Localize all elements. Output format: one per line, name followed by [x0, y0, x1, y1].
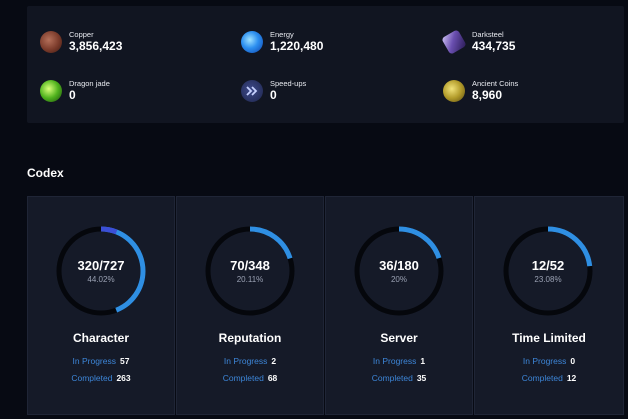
completed-value: 35 — [416, 373, 427, 383]
codex-count: 36/180 — [379, 257, 419, 273]
codex-percent: 44.02% — [87, 274, 115, 284]
in-progress-label: In Progress — [522, 356, 567, 366]
progress-arc — [354, 226, 444, 316]
resource-value: 1,220,480 — [270, 39, 324, 53]
codex-card-server[interactable]: 36/180 20% Server In Progress 1 Completed… — [325, 196, 473, 415]
codex-percent: 20.11% — [236, 274, 264, 284]
resource-name: Speed-ups — [270, 79, 307, 88]
resource-name: Energy — [270, 30, 294, 39]
progress-arc — [503, 226, 593, 316]
completed-value: 68 — [267, 373, 278, 383]
resource-copper: Copper 3,856,423 — [40, 30, 122, 53]
in-progress-value: 57 — [120, 356, 130, 366]
completed-row: Completed 68 — [177, 373, 323, 383]
resource-dragon-jade: Dragon jade 0 — [40, 79, 110, 102]
resource-ancient-coins: Ancient Coins 8,960 — [443, 79, 518, 102]
codex-card-reputation[interactable]: 70/348 20.11% Reputation In Progress 2 Co… — [176, 196, 324, 415]
completed-value: 263 — [116, 373, 131, 383]
resource-value: 8,960 — [472, 88, 503, 102]
codex-percent: 20% — [390, 274, 407, 284]
codex-heading: Codex — [27, 166, 64, 180]
completed-label: Completed — [521, 373, 563, 383]
in-progress-row: In Progress 57 — [28, 356, 174, 366]
speed-ups-icon — [241, 79, 263, 102]
darksteel-icon — [441, 28, 467, 55]
resource-energy: Energy 1,220,480 — [241, 30, 323, 53]
completed-label: Completed — [222, 373, 264, 383]
resource-value: 3,856,423 — [69, 39, 123, 53]
codex-card-time-limited[interactable]: 12/52 23.08% Time Limited In Progress 0 C… — [474, 196, 624, 415]
resource-darksteel: Darksteel 434,735 — [441, 28, 516, 55]
progress-ring — [354, 226, 444, 316]
in-progress-value: 2 — [271, 356, 277, 366]
codex-count: 12/52 — [531, 257, 565, 273]
codex-card-title: Reputation — [218, 331, 282, 345]
codex-card-title: Server — [380, 331, 418, 345]
resource-name: Ancient Coins — [472, 79, 519, 88]
in-progress-label: In Progress — [372, 356, 417, 366]
dragon-jade-icon — [40, 79, 62, 102]
completed-row: Completed 263 — [28, 373, 174, 383]
codex-percent: 23.08% — [534, 274, 562, 284]
codex-count: 320/727 — [77, 257, 125, 273]
codex-count: 70/348 — [230, 257, 270, 273]
in-progress-row: In Progress 0 — [475, 356, 623, 366]
progress-arc-start — [56, 226, 146, 316]
resource-name: Darksteel — [472, 30, 504, 39]
resource-value: 0 — [270, 88, 277, 102]
codex-grid: 320/727 44.02% Character In Progress 57 C… — [27, 196, 624, 415]
completed-row: Completed 12 — [475, 373, 623, 383]
resource-name: Copper — [69, 30, 94, 39]
completed-label: Completed — [71, 373, 113, 383]
codex-card-title: Character — [72, 331, 130, 345]
completed-value: 12 — [566, 373, 577, 383]
in-progress-value: 1 — [420, 356, 426, 366]
resource-speed-ups: Speed-ups 0 — [241, 79, 306, 102]
in-progress-row: In Progress 2 — [177, 356, 323, 366]
progress-arc — [205, 226, 295, 316]
copper-icon — [40, 30, 62, 53]
ancient-coins-icon — [443, 79, 465, 102]
in-progress-value: 0 — [570, 356, 576, 366]
resource-name: Dragon jade — [69, 79, 110, 88]
codex-card-title: Time Limited — [512, 331, 586, 345]
codex-card-character[interactable]: 320/727 44.02% Character In Progress 57 C… — [27, 196, 175, 415]
resources-panel: Copper 3,856,423 Energy 1,220,480 Darkst… — [27, 6, 624, 123]
completed-label: Completed — [371, 373, 413, 383]
energy-icon — [241, 30, 263, 53]
resource-value: 0 — [69, 88, 76, 102]
completed-row: Completed 35 — [326, 373, 472, 383]
resource-value: 434,735 — [472, 39, 516, 53]
progress-ring — [503, 226, 593, 316]
in-progress-row: In Progress 1 — [326, 356, 472, 366]
progress-ring — [56, 226, 146, 316]
in-progress-label: In Progress — [72, 356, 116, 366]
progress-ring — [205, 226, 295, 316]
in-progress-label: In Progress — [223, 356, 268, 366]
